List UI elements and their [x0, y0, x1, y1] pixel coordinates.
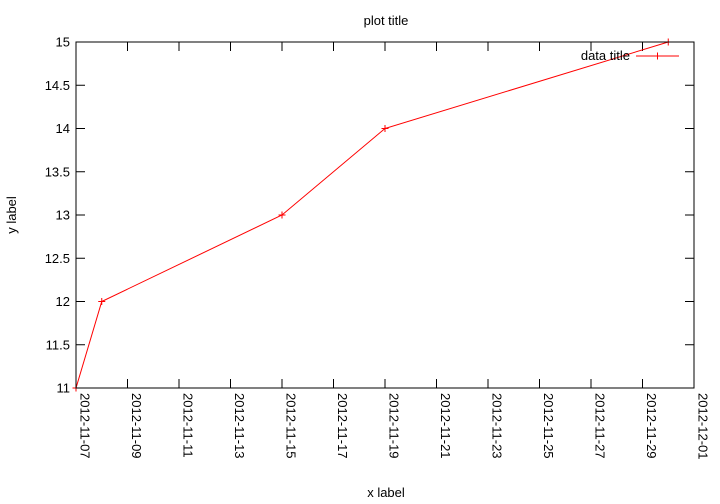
x-tick-label: 2012-11-11 [181, 393, 196, 458]
plot-area-frame [75, 41, 695, 389]
y-tick-label: 13.5 [45, 164, 70, 179]
x-tick-label: 2012-11-07 [78, 393, 93, 459]
x-axis-label: x label [367, 485, 405, 500]
y-tick-label: 15 [56, 35, 70, 50]
y-tick-label: 12 [56, 294, 70, 309]
x-tick-label: 2012-11-19 [387, 393, 402, 459]
x-tick-label: 2012-11-09 [129, 393, 144, 459]
axis-ticks: 11 11.5 12 12.5 13 13.5 14 14.5 15 2012-11-07 2012… [45, 35, 711, 460]
x-tick-label: 2012-11-27 [593, 393, 608, 459]
x-tick-label: 2012-11-17 [335, 393, 350, 459]
legend-marker [654, 52, 661, 60]
x-tick-label: 2012-11-21 [438, 393, 453, 459]
x-tick-label: 2012-11-25 [541, 393, 556, 459]
data-point [381, 125, 389, 132]
series-line [75, 41, 669, 389]
y-axis-label: y label [4, 196, 19, 234]
x-tick-label: 2012-11-15 [284, 393, 299, 459]
y-tick-label: 11.5 [46, 337, 70, 352]
legend-marker-plus [654, 52, 661, 60]
x-tick-label: 2012-12-01 [696, 393, 711, 460]
legend: data title [581, 48, 679, 63]
data-series [72, 38, 672, 392]
x-tick-label: 2012-11-23 [490, 393, 505, 459]
legend-label: data title [581, 48, 630, 63]
y-tick-label: 12.5 [45, 251, 70, 266]
data-point [98, 298, 106, 305]
data-point [278, 211, 286, 219]
y-tick-label: 14 [56, 121, 70, 136]
y-tick-label: 11 [57, 381, 71, 396]
x-tick-label: 2012-11-13 [232, 393, 247, 459]
chart-title: plot title [364, 13, 409, 28]
y-tick-label: 13 [56, 208, 70, 223]
y-tick-label: 14.5 [45, 78, 70, 93]
x-tick-label: 2012-11-29 [644, 393, 659, 459]
